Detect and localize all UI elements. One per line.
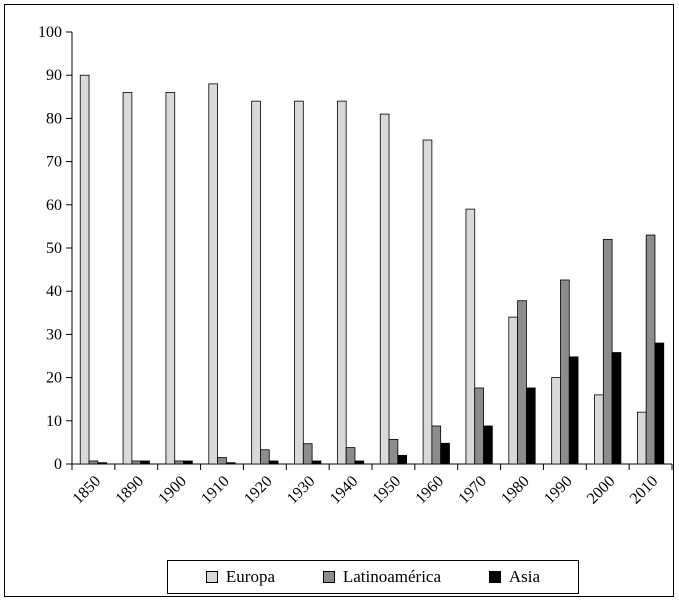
- bar-europa-1970: [465, 208, 476, 465]
- bar-europa-1960: [422, 139, 433, 465]
- y-tick-label: 0: [54, 456, 62, 473]
- bar-latinoamerica-2010: [645, 234, 656, 465]
- y-tick-label: 30: [46, 326, 62, 343]
- bar-latinoamerica-1940: [345, 447, 356, 465]
- x-tick-label: 1850: [70, 473, 105, 508]
- y-tick-label: 50: [46, 240, 62, 257]
- bar-asia-1960: [440, 442, 450, 465]
- bar-asia-1970: [483, 425, 493, 465]
- bar-europa-2010: [636, 411, 647, 465]
- bar-asia-1940: [354, 460, 365, 465]
- x-tick-label: 1970: [455, 473, 490, 508]
- y-tick-label: 90: [46, 67, 62, 84]
- bar-europa-1980: [508, 316, 518, 465]
- legend-label-latinoamerica: Latinoamérica: [342, 567, 442, 586]
- bar-latinoamerica-1850: [88, 460, 99, 465]
- bar-asia-1930: [311, 460, 322, 465]
- x-tick-label: 1920: [241, 473, 276, 508]
- bar-europa-1940: [336, 100, 347, 465]
- legend-swatch-asia: [488, 571, 501, 583]
- bar-latinoamerica-1980: [517, 300, 527, 465]
- bar-asia-1920: [268, 460, 279, 465]
- bar-europa-2000: [594, 394, 604, 465]
- bar-latinoamerica-1930: [302, 443, 313, 465]
- bar-asia-1910: [225, 462, 236, 465]
- bar-europa-1920: [251, 100, 261, 465]
- y-tick-label: 40: [46, 283, 62, 300]
- bar-asia-1850: [97, 462, 108, 465]
- x-tick-label: 1900: [155, 473, 190, 508]
- bar-europa-1950: [379, 113, 390, 465]
- bar-asia-2000: [611, 352, 622, 465]
- bar-latinoamerica-1950: [388, 438, 399, 465]
- bar-latinoamerica-1990: [560, 279, 570, 465]
- bar-asia-2010: [654, 342, 665, 465]
- y-tick-label: 80: [46, 110, 62, 127]
- bar-latinoamerica-1890: [131, 460, 142, 465]
- bar-latinoamerica-1910: [217, 457, 227, 465]
- x-tick-label: 2010: [627, 473, 662, 508]
- y-tick-label: 60: [46, 197, 62, 214]
- bar-latinoamerica-1970: [474, 387, 484, 465]
- x-tick-label: 1950: [370, 473, 405, 508]
- x-tick-label: 1980: [498, 473, 533, 508]
- legend-label-asia: Asia: [508, 567, 541, 586]
- legend: Europa Latinoamérica Asia: [167, 560, 579, 594]
- y-tick-label: 100: [38, 24, 62, 41]
- legend-label-europa: Europa: [225, 567, 276, 586]
- y-tick-label: 20: [46, 370, 62, 387]
- bar-asia-1890: [140, 460, 150, 465]
- bar-latinoamerica-1900: [174, 460, 184, 465]
- bar-europa-1850: [79, 74, 90, 465]
- legend-swatch-europa: [205, 571, 218, 583]
- x-tick-label: 1890: [112, 473, 147, 508]
- x-tick-label: 1960: [412, 473, 447, 508]
- y-tick-label: 70: [46, 154, 62, 171]
- x-tick-label: 1930: [284, 473, 319, 508]
- bar-asia-1900: [183, 460, 193, 465]
- bar-latinoamerica-2000: [602, 238, 613, 465]
- bar-asia-1990: [568, 356, 579, 465]
- bar-europa-1990: [551, 377, 561, 465]
- bar-europa-1930: [294, 100, 304, 465]
- legend-swatch-latinoamerica: [322, 571, 335, 583]
- bar-latinoamerica-1960: [431, 425, 442, 465]
- x-tick-label: 1910: [198, 473, 233, 508]
- y-tick-label: 10: [46, 413, 62, 430]
- bar-europa-1900: [165, 92, 176, 465]
- bar-europa-1890: [122, 92, 133, 465]
- bar-latinoamerica-1920: [260, 449, 270, 465]
- x-tick-label: 1940: [327, 473, 362, 508]
- legend-item-europa: Europa: [205, 567, 276, 587]
- legend-item-asia: Asia: [488, 567, 541, 587]
- bar-asia-1950: [397, 454, 408, 465]
- legend-item-latinoamerica: Latinoamérica: [322, 567, 442, 587]
- x-tick-label: 2000: [584, 473, 619, 508]
- bar-asia-1980: [526, 387, 536, 465]
- x-tick-label: 1990: [541, 473, 576, 508]
- bar-europa-1910: [208, 83, 219, 465]
